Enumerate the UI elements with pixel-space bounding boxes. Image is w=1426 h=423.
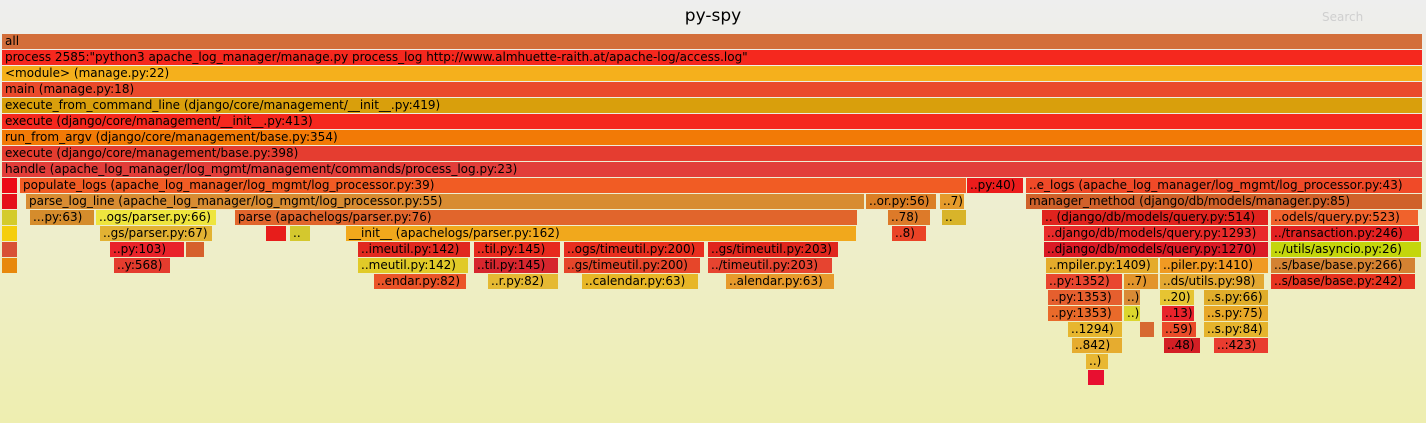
frame-y-568[interactable]: ..y:568) — [114, 258, 170, 273]
frame-main-manage-py-18[interactable]: main (manage.py:18) — [2, 82, 1422, 97]
frame-django-db-models-query-py-1270[interactable]: ..django/db/models/query.py:1270) — [1044, 242, 1268, 257]
frame-meutil-py-142[interactable]: ..meutil.py:142) — [358, 258, 468, 273]
frame-8[interactable]: ..8) — [892, 226, 926, 241]
frame-stack[interactable]: ..) — [1124, 306, 1140, 321]
frame-handle-apache-log-manager-log-mgmt-management-co[interactable]: handle (apache_log_manager/log_mgmt/mana… — [2, 162, 1422, 177]
frame-stack[interactable] — [2, 194, 17, 209]
frame-py-1353[interactable]: ..py:1353) — [1048, 306, 1122, 321]
frame-ogs-timeutil-py-200[interactable]: ..ogs/timeutil.py:200) — [564, 242, 704, 257]
frame-endar-py-82[interactable]: ..endar.py:82) — [374, 274, 466, 289]
frame-stack[interactable]: .. — [290, 226, 310, 241]
frame-stack[interactable]: ..) — [1124, 290, 1140, 305]
frame-parse-log-line-apache-log-manager-log-mgmt-log-p[interactable]: parse_log_line (apache_log_manager/log_m… — [26, 194, 864, 209]
frame-alendar-py-63[interactable]: ..alendar.py:63) — [726, 274, 834, 289]
frame-gs-timeutil-py-200[interactable]: ..gs/timeutil.py:200) — [564, 258, 700, 273]
frame-s-py-66[interactable]: ..s.py:66) — [1204, 290, 1268, 305]
frame-stack[interactable] — [1088, 370, 1104, 385]
frame-parse-apachelogs-parser-py-76[interactable]: parse (apachelogs/parser.py:76) — [235, 210, 857, 225]
frame-7[interactable]: ..7) — [1124, 274, 1158, 289]
frame-78[interactable]: ..78) — [888, 210, 930, 225]
frame-manager-method-django-db-models-manager-py-85[interactable]: manager_method (django/db/models/manager… — [1026, 194, 1422, 209]
frame-stack[interactable] — [186, 242, 204, 257]
frame-48[interactable]: ..48) — [1164, 338, 1200, 353]
frame-all[interactable]: all — [2, 34, 1422, 49]
frame-module-manage-py-22[interactable]: <module> (manage.py:22) — [2, 66, 1422, 81]
frame-init-apachelogs-parser-py-162[interactable]: __init__ (apachelogs/parser.py:162) — [346, 226, 856, 241]
frame-piler-py-1410[interactable]: ..piler.py:1410) — [1160, 258, 1268, 273]
frame-1294[interactable]: ..1294) — [1068, 322, 1122, 337]
frame-execute-django-core-management-init-py-413[interactable]: execute (django/core/management/__init__… — [2, 114, 1422, 129]
frame-20[interactable]: ..20) — [1160, 290, 1194, 305]
frame-stack[interactable] — [2, 178, 17, 193]
frame-til-py-145[interactable]: ..til.py:145) — [474, 258, 558, 273]
frame-s-base-base-py-242[interactable]: ..s/base/base.py:242) — [1271, 274, 1415, 289]
frame-process-2585-python3-apache-log-manager-manage-p[interactable]: process 2585:"python3 apache_log_manager… — [2, 50, 1422, 65]
frame-7[interactable]: ..7) — [940, 194, 964, 209]
frame-stack[interactable]: .. — [942, 210, 966, 225]
frame-py-103[interactable]: ..py:103) — [110, 242, 184, 257]
frame-stack[interactable] — [1140, 322, 1154, 337]
frame-stack[interactable] — [2, 242, 17, 257]
frame-imeutil-py-142[interactable]: ..imeutil.py:142) — [358, 242, 470, 257]
frame-populate-logs-apache-log-manager-log-mgmt-log-pr[interactable]: populate_logs (apache_log_manager/log_mg… — [20, 178, 966, 193]
frame-run-from-argv-django-core-management-base-py-354[interactable]: run_from_argv (django/core/management/ba… — [2, 130, 1422, 145]
frame-py-63[interactable]: ...py:63) — [30, 210, 94, 225]
frame-utils-asyncio-py-26[interactable]: ../utils/asyncio.py:26) — [1271, 242, 1421, 257]
frame-django-db-models-query-py-1293[interactable]: ..django/db/models/query.py:1293) — [1044, 226, 1268, 241]
page-title: py-spy — [684, 6, 742, 26]
frame-s-base-base-py-266[interactable]: ..s/base/base.py:266) — [1271, 258, 1415, 273]
frame-r-py-82[interactable]: ..r.py:82) — [488, 274, 558, 289]
frame-gs-parser-py-67[interactable]: ..gs/parser.py:67) — [100, 226, 212, 241]
frame-timeutil-py-203[interactable]: ../timeutil.py:203) — [708, 258, 832, 273]
frame-e-logs-apache-log-manager-log-mgmt-log-processor[interactable]: ..e_logs (apache_log_manager/log_mgmt/lo… — [1026, 178, 1422, 193]
frame-execute-django-core-management-base-py-398[interactable]: execute (django/core/management/base.py:… — [2, 146, 1422, 161]
frame-stack[interactable]: ..) — [1086, 354, 1108, 369]
frame-423[interactable]: ..:423) — [1214, 338, 1268, 353]
frame-842[interactable]: ..842) — [1072, 338, 1122, 353]
frame-s-py-75[interactable]: ..s.py:75) — [1204, 306, 1268, 321]
frame-py-1353[interactable]: ..py:1353) — [1048, 290, 1122, 305]
frame-py-1352[interactable]: ..py:1352) — [1046, 274, 1122, 289]
frame-stack[interactable] — [2, 226, 17, 241]
frame-stack[interactable] — [2, 210, 17, 225]
frame-odels-query-py-523[interactable]: ..odels/query.py:523) — [1271, 210, 1418, 225]
frame-gs-timeutil-py-203[interactable]: ..gs/timeutil.py:203) — [708, 242, 838, 257]
frame-transaction-py-246[interactable]: ../transaction.py:246) — [1271, 226, 1419, 241]
frame-til-py-145[interactable]: ..til.py:145) — [474, 242, 560, 257]
frame-59[interactable]: ..59) — [1162, 322, 1196, 337]
frame-calendar-py-63[interactable]: ..calendar.py:63) — [582, 274, 698, 289]
frame-ogs-parser-py-66[interactable]: ..ogs/parser.py:66) — [96, 210, 216, 225]
frame-execute-from-command-line-django-core-management[interactable]: execute_from_command_line (django/core/m… — [2, 98, 1422, 113]
frame-stack[interactable] — [2, 258, 17, 273]
frame-py-40[interactable]: ..py:40) — [967, 178, 1023, 193]
frame-s-py-84[interactable]: ..s.py:84) — [1204, 322, 1268, 337]
frame-django-db-models-query-py-514[interactable]: .. (django/db/models/query.py:514) — [1042, 210, 1268, 225]
frame-ds-utils-py-98[interactable]: ..ds/utils.py:98) — [1160, 274, 1264, 289]
frame-mpiler-py-1409[interactable]: ..mpiler.py:1409) — [1046, 258, 1158, 273]
frame-or-py-56[interactable]: ..or.py:56) — [866, 194, 936, 209]
frame-13[interactable]: ..13) — [1162, 306, 1194, 321]
search-button[interactable]: Search — [1322, 10, 1364, 24]
frame-stack[interactable] — [266, 226, 286, 241]
